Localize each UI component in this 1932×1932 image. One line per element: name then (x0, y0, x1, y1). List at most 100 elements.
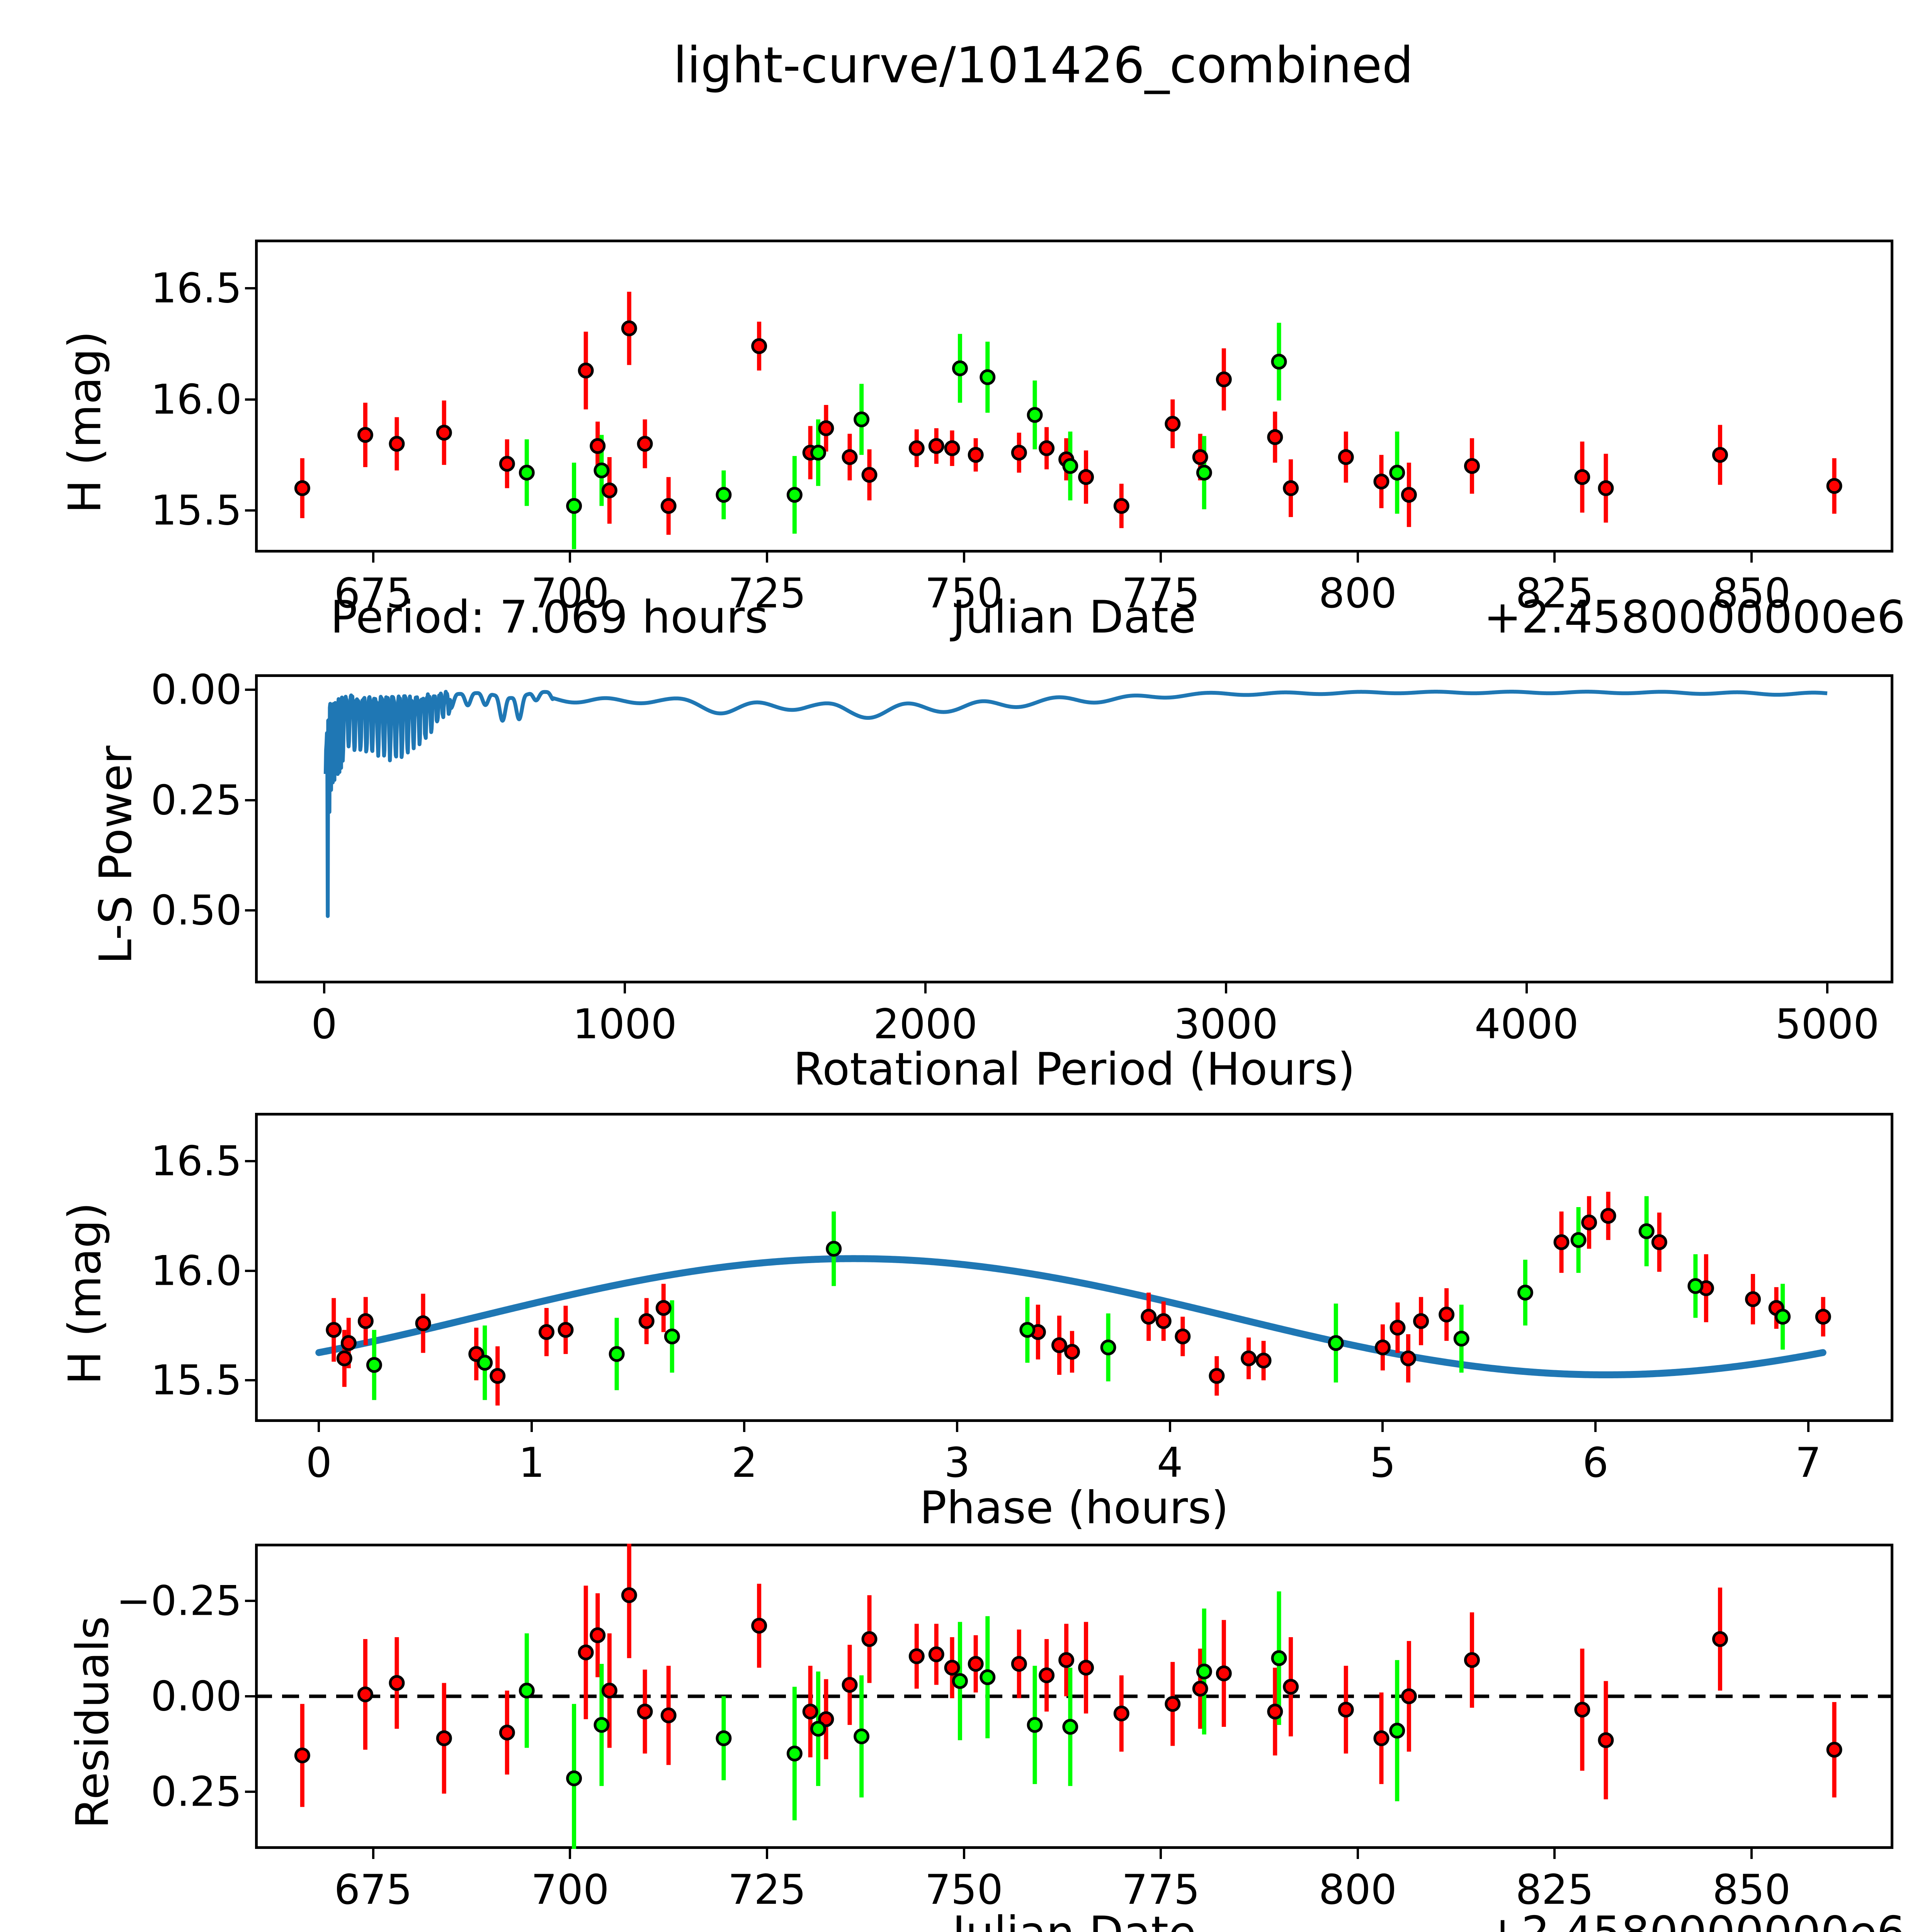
data-point (1338, 449, 1354, 465)
axes-periodogram (255, 674, 1893, 983)
data-point (842, 449, 858, 465)
figure-title: light-curve/101426_combined (673, 37, 1413, 94)
x-tick-mark (1553, 553, 1556, 563)
x-tick-label: 1000 (573, 1000, 677, 1048)
data-point (802, 1704, 818, 1719)
data-point (664, 1328, 680, 1345)
data-point (655, 1300, 672, 1316)
x-tick-mark (1525, 983, 1528, 993)
data-point (499, 456, 515, 472)
data-point (1062, 458, 1078, 474)
data-point (854, 1728, 870, 1745)
y-tick-mark (245, 1790, 255, 1793)
data-point (660, 1707, 677, 1723)
x-tick-label: 2000 (873, 1000, 978, 1048)
data-point (854, 411, 870, 427)
data-point (357, 1313, 374, 1329)
y-tick-label: −0.25 (116, 1577, 242, 1625)
phase-folded-plot-area (315, 1192, 1831, 1406)
panel-light-curve: 675 700 725 750 775 800 825 850 16.5 16.0 15.5 (151, 240, 1893, 617)
data-point (578, 1644, 594, 1660)
x-tick-mark (963, 553, 965, 563)
data-point (1598, 1732, 1614, 1748)
x-axis-label-residuals: Julian Date (952, 1907, 1196, 1932)
data-point (1401, 487, 1417, 503)
x-axis-label-periodogram: Rotational Period (Hours) (793, 1043, 1355, 1095)
y-tick-label: 0.50 (150, 886, 242, 934)
data-point (436, 425, 452, 441)
data-point (499, 1725, 515, 1741)
data-point (1712, 1631, 1728, 1647)
y-tick-mark (245, 287, 255, 290)
x-tick-label: 5 (1369, 1439, 1396, 1486)
x-tick-label: 800 (1318, 570, 1397, 617)
data-point (336, 1350, 352, 1366)
data-point (1113, 1705, 1129, 1721)
data-point (1078, 1660, 1094, 1676)
data-point (1039, 440, 1055, 456)
data-point (1553, 1234, 1570, 1250)
y-tick-label: 16.0 (150, 376, 242, 423)
y-tick-label: 16.5 (150, 1137, 242, 1185)
data-point (1600, 1208, 1616, 1224)
y-axis-label-phase-folded: H (mag) (59, 1202, 111, 1385)
y-tick-mark (245, 1379, 255, 1382)
data-point (751, 338, 767, 354)
x-tick-mark (623, 983, 626, 993)
x-tick-mark (372, 1849, 374, 1859)
x-tick-label: 675 (334, 1866, 412, 1913)
x-tick-mark (1356, 1849, 1359, 1859)
x-tick-label: 825 (1515, 570, 1594, 617)
data-point (389, 436, 405, 452)
x-tick-label: 700 (531, 570, 609, 617)
x-tick-mark (743, 1422, 746, 1432)
data-point (1196, 1663, 1212, 1680)
x-tick-mark (1381, 1422, 1384, 1432)
data-point (1100, 1339, 1116, 1355)
data-point (578, 362, 594, 379)
data-point (1400, 1350, 1417, 1366)
series-markers-green (519, 1650, 1405, 1786)
x-tick-label: 5000 (1775, 1000, 1879, 1048)
series-markers-green (519, 354, 1405, 514)
y-tick-mark (245, 1269, 255, 1272)
data-point (357, 427, 373, 443)
data-point (1283, 480, 1299, 496)
data-point (1687, 1278, 1704, 1294)
periodogram-power-curve (323, 690, 1829, 918)
data-point (1570, 1232, 1587, 1248)
data-point (968, 447, 984, 463)
data-point (621, 320, 637, 337)
x-tick-label: 4 (1157, 1439, 1183, 1486)
data-point (716, 1730, 732, 1747)
data-point (908, 440, 925, 456)
data-point (1517, 1284, 1533, 1301)
data-point (294, 480, 310, 496)
x-tick-label: 850 (1712, 1866, 1791, 1913)
data-point (1011, 444, 1027, 461)
data-point (861, 467, 878, 483)
y-tick-label: 15.5 (150, 486, 242, 534)
y-tick-mark (245, 1695, 255, 1697)
x-tick-label: 0 (306, 1439, 332, 1486)
data-point (357, 1686, 373, 1702)
data-point (1712, 447, 1728, 463)
x-tick-label: 0 (311, 1000, 337, 1048)
x-tick-mark (1594, 1422, 1597, 1432)
data-point (1271, 1650, 1287, 1666)
data-point (638, 1313, 655, 1329)
data-point (1241, 1350, 1257, 1366)
x-tick-mark (569, 553, 571, 563)
panel-phase-folded: 0 1 2 3 4 5 6 7 16.5 16.0 15.5 (151, 1113, 1893, 1486)
data-point (928, 1646, 944, 1662)
data-point (861, 1631, 878, 1647)
data-point (1389, 1320, 1406, 1336)
y-tick-label: 0.00 (150, 666, 242, 714)
y-tick-label: 16.0 (150, 1247, 242, 1294)
data-point (1155, 1313, 1172, 1329)
x-tick-label: 3000 (1173, 1000, 1278, 1048)
series-green (524, 1591, 1400, 1849)
data-point (1338, 1702, 1354, 1718)
data-point (415, 1315, 431, 1332)
data-point (1283, 1679, 1299, 1695)
